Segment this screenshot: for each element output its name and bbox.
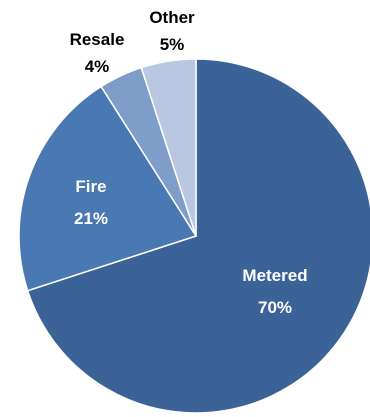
pie-slice-fire <box>18 85 198 292</box>
pie-slice-metered <box>26 58 370 414</box>
pie-slices <box>18 58 370 414</box>
slice-value-fire: 21% <box>74 209 108 228</box>
slice-value-other: 5% <box>160 35 185 54</box>
slice-label-resale: Resale <box>70 30 125 49</box>
pie-slice-other <box>140 58 197 237</box>
slice-value-metered: 70% <box>258 298 292 317</box>
slice-label-metered: Metered <box>242 266 307 285</box>
slice-label-fire: Fire <box>75 177 106 196</box>
slice-label-other: Other <box>149 8 195 27</box>
slice-value-resale: 4% <box>85 57 110 76</box>
pie-labels: Metered 70% Fire 21% Resale 4% Other 5% <box>70 8 308 317</box>
